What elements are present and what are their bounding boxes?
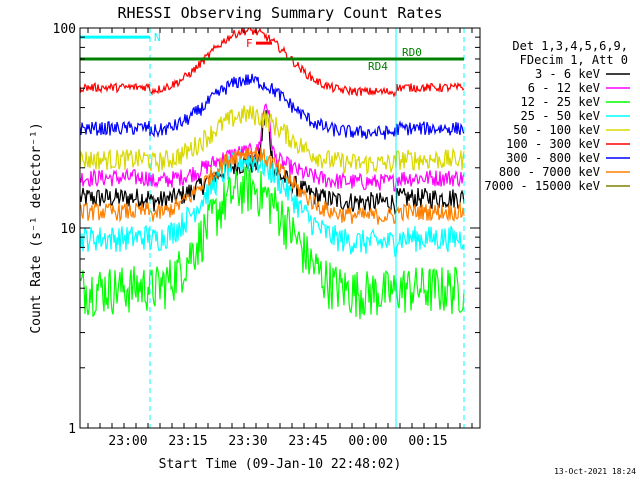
series-line-2	[80, 166, 465, 320]
legend-entry-label: 800 - 7000 keV	[499, 165, 600, 179]
series-line-1	[80, 103, 465, 192]
series-layer	[80, 28, 465, 320]
x-tick-label: 23:15	[168, 434, 207, 449]
legend-header-line-2: FDecim 1, Att 0	[520, 53, 628, 67]
x-axis-label: Start Time (09-Jan-10 22:48:02)	[159, 457, 402, 472]
series-line-0	[80, 110, 465, 216]
annotation-label-rd0: RD0	[402, 46, 422, 59]
legend-entry-label: 12 - 25 keV	[521, 95, 600, 109]
x-tick-label: 23:30	[228, 434, 267, 449]
y-tick-label: 1	[68, 422, 76, 437]
series-line-5	[80, 28, 465, 98]
legend-entry-label: 6 - 12 keV	[528, 81, 600, 95]
y-tick-label: 100	[53, 22, 76, 37]
series-line-3	[80, 149, 465, 257]
x-tick-label: 23:45	[288, 434, 327, 449]
series-line-6	[80, 73, 465, 140]
series-line-7	[80, 147, 465, 225]
legend-entry-label: 3 - 6 keV	[535, 67, 600, 81]
x-tick-label: 00:15	[408, 434, 447, 449]
generation-timestamp: 13-Oct-2021 18:24	[554, 467, 636, 476]
legend-header-line-1: Det 1,3,4,5,6,9,	[512, 39, 628, 53]
legend-entry-label: 300 - 800 keV	[506, 151, 600, 165]
legend-entry-label: 25 - 50 keV	[521, 109, 600, 123]
annotation-label-n: N	[154, 31, 161, 44]
x-tick-label: 00:00	[348, 434, 387, 449]
legend-entry-label: 7000 - 15000 keV	[484, 179, 600, 193]
axis-layer: 1 10 100 23:00 23:15 23:30 23:45 00:00 00:15	[53, 22, 480, 449]
series-line-4	[80, 105, 465, 176]
y-tick-label: 10	[60, 222, 76, 237]
annotation-label-f: F	[246, 37, 253, 50]
x-tick-label: 23:00	[108, 434, 147, 449]
legend: Det 1,3,4,5,6,9, FDecim 1, Att 0 3 - 6 k…	[484, 39, 630, 193]
legend-entry-label: 50 - 100 keV	[513, 123, 600, 137]
y-axis-label: Count Rate (s⁻¹ detector⁻¹)	[29, 122, 44, 333]
chart-title: RHESSI Observing Summary Count Rates	[117, 4, 442, 22]
annotation-label-rd4: RD4	[368, 60, 388, 73]
legend-entry-label: 100 - 300 keV	[506, 137, 600, 151]
